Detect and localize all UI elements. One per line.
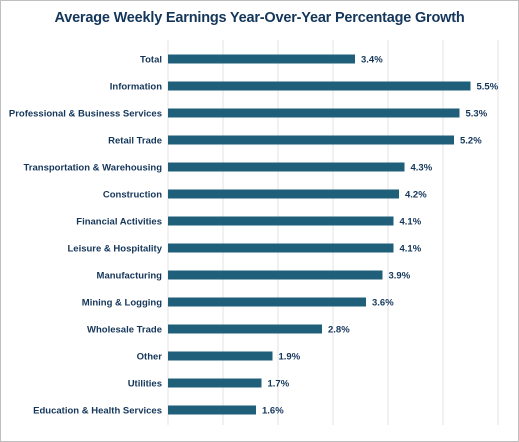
category-label-mining-and-logging: Mining & Logging	[82, 298, 162, 309]
bar-education-and-health-services	[168, 405, 256, 415]
bar-manufacturing	[168, 270, 383, 280]
category-label-education-and-health-services: Education & Health Services	[33, 406, 162, 417]
category-label-transportation-and-warehousing: Transportation & Warehousing	[24, 163, 163, 174]
value-label-construction: 4.2%	[405, 190, 427, 201]
value-label-total: 3.4%	[361, 55, 383, 66]
value-label-financial-activities: 4.1%	[400, 217, 422, 228]
value-label-wholesale-trade: 2.8%	[328, 325, 350, 336]
value-label-mining-and-logging: 3.6%	[372, 298, 394, 309]
bars	[168, 54, 471, 415]
bar-information	[168, 81, 471, 91]
bar-leisure-and-hospitality	[168, 243, 394, 253]
category-label-construction: Construction	[103, 190, 162, 201]
chart-title: Average Weekly Earnings Year-Over-Year P…	[54, 10, 465, 26]
value-labels: 3.4% 5.5% 5.3% 5.2% 4.3% 4.2% 4.1% 4.1% 3.9% 3.6%…	[262, 55, 499, 417]
category-label-professional-and-business-services: Professional & Business Services	[9, 109, 162, 120]
value-label-manufacturing: 3.9%	[389, 271, 411, 282]
bar-wholesale-trade	[168, 324, 322, 334]
category-label-utilities: Utilities	[128, 379, 162, 390]
bar-professional-and-business-services	[168, 108, 460, 118]
value-label-utilities: 1.7%	[268, 379, 290, 390]
bar-retail-trade	[168, 135, 454, 145]
bar-other	[168, 351, 273, 361]
category-label-leisure-and-hospitality: Leisure & Hospitality	[68, 244, 163, 255]
category-label-information: Information	[110, 82, 162, 93]
value-label-professional-and-business-services: 5.3%	[466, 109, 488, 120]
value-label-information: 5.5%	[477, 82, 499, 93]
value-label-other: 1.9%	[279, 352, 301, 363]
category-label-manufacturing: Manufacturing	[97, 271, 163, 282]
value-label-education-and-health-services: 1.6%	[262, 406, 284, 417]
category-labels: Total Information Professional & Business …	[9, 55, 163, 417]
bar-transportation-and-warehousing	[168, 162, 405, 172]
bar-total	[168, 54, 355, 64]
category-label-wholesale-trade: Wholesale Trade	[87, 325, 162, 336]
bar-construction	[168, 189, 399, 199]
value-label-retail-trade: 5.2%	[460, 136, 482, 147]
gridlines	[167, 40, 499, 425]
category-label-other: Other	[137, 352, 163, 363]
category-label-financial-activities: Financial Activities	[76, 217, 162, 228]
bar-mining-and-logging	[168, 297, 366, 307]
value-label-transportation-and-warehousing: 4.3%	[411, 163, 433, 174]
bar-utilities	[168, 378, 262, 388]
bar-financial-activities	[168, 216, 394, 226]
value-label-leisure-and-hospitality: 4.1%	[400, 244, 422, 255]
category-label-retail-trade: Retail Trade	[108, 136, 162, 147]
category-label-total: Total	[140, 55, 162, 66]
